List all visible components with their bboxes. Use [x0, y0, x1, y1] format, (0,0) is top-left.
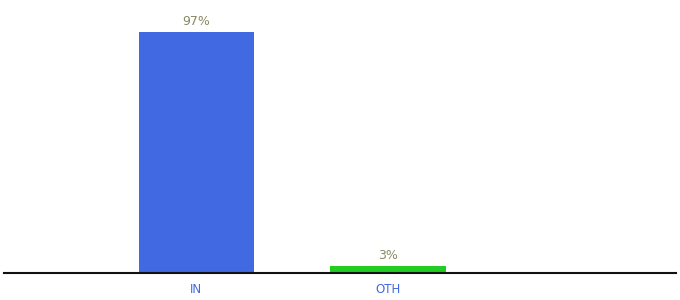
Bar — [139, 32, 254, 273]
Text: 3%: 3% — [378, 249, 398, 262]
Text: 97%: 97% — [182, 15, 210, 28]
Bar — [330, 266, 445, 273]
